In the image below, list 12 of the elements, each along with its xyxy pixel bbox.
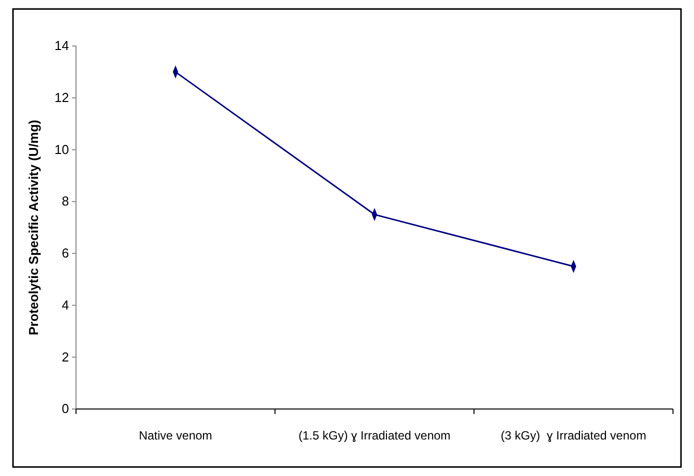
- y-tick-label: 2: [62, 349, 69, 364]
- y-tick-label: 14: [54, 38, 69, 54]
- y-axis-title: Proteolytic Specific Activity (U/mg): [26, 120, 41, 336]
- y-tick-label: 8: [62, 194, 69, 209]
- x-tick-label: (1.5 kGy) ɣ Irradiated venom: [298, 428, 451, 443]
- y-tick-label: 10: [54, 142, 69, 157]
- x-tick-label: (3 kGy) ɣ Irradiated venom: [500, 428, 646, 443]
- y-tick-label: 6: [62, 246, 69, 261]
- y-tick-label: 0: [62, 401, 69, 416]
- y-tick-label: 12: [54, 90, 69, 106]
- y-tick-label: 4: [62, 297, 69, 312]
- x-tick-label: Native venom: [138, 428, 212, 443]
